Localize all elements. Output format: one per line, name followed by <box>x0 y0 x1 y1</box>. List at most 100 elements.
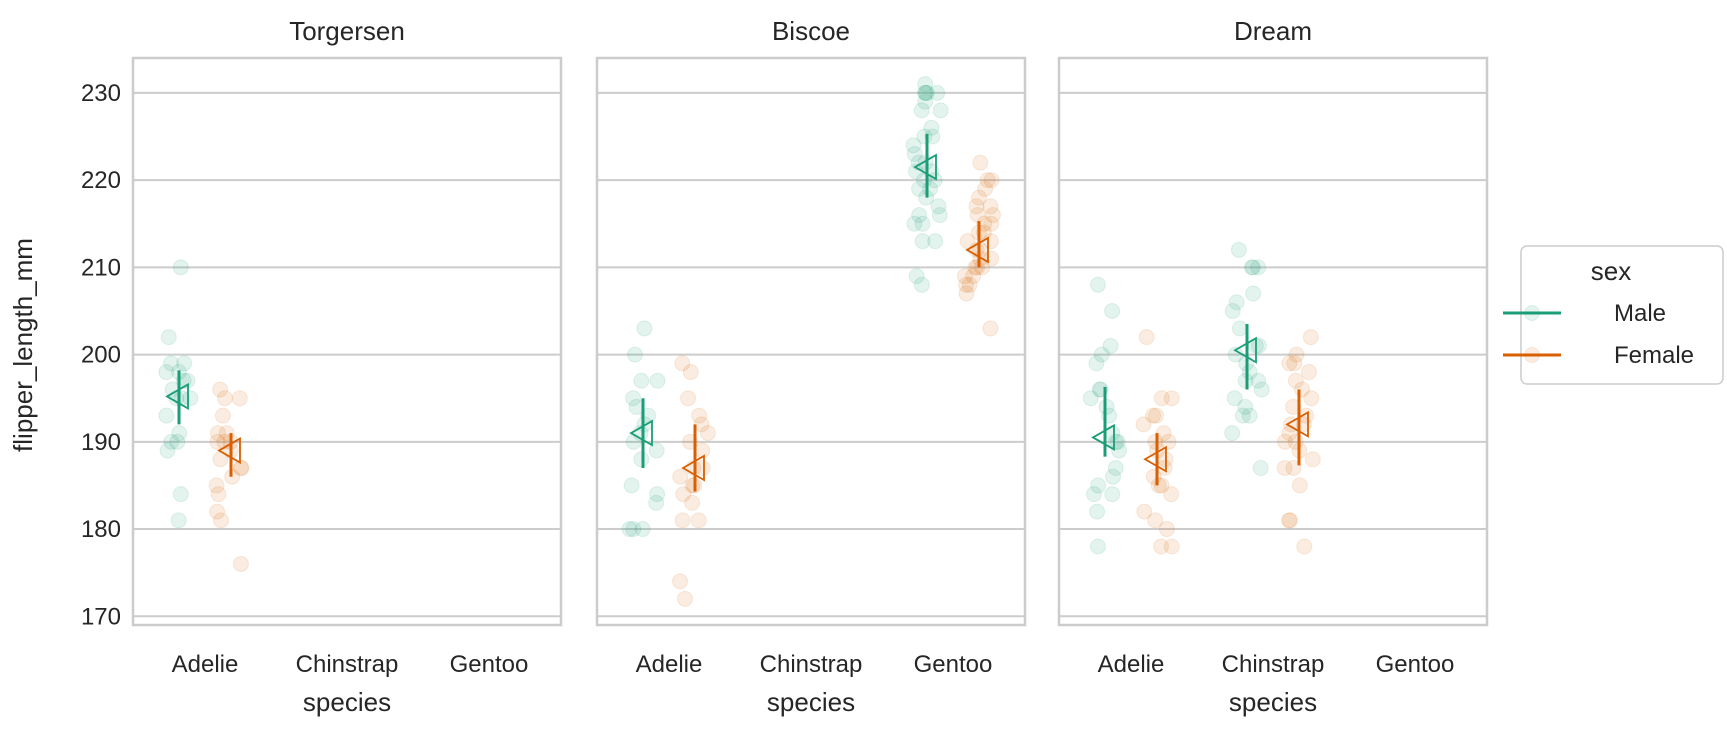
data-point <box>649 486 666 503</box>
data-point <box>1281 355 1298 372</box>
data-point <box>979 172 996 189</box>
x-tick-label: Adelie <box>636 651 703 678</box>
data-point <box>917 84 934 101</box>
data-point <box>672 468 689 485</box>
data-point <box>674 355 691 372</box>
mean-marker <box>965 236 989 264</box>
data-point <box>213 512 230 529</box>
group-male-dream-chinstrap <box>1224 241 1270 476</box>
data-point <box>626 346 643 363</box>
data-point <box>983 172 1000 189</box>
data-point <box>636 320 653 337</box>
x-tick-label: Gentoo <box>1376 651 1455 678</box>
panel-title: Torgersen <box>289 16 405 46</box>
data-point <box>159 442 176 459</box>
data-point <box>672 573 689 590</box>
data-point <box>1286 355 1303 372</box>
data-point <box>1104 468 1121 485</box>
x-axis-label: species <box>303 687 391 717</box>
data-point <box>209 425 226 442</box>
mean-marker <box>1233 336 1257 364</box>
data-point <box>917 93 934 110</box>
data-point <box>914 215 931 232</box>
x-tick-label: Gentoo <box>450 651 529 678</box>
data-point <box>1302 329 1319 346</box>
y-tick-label: 180 <box>81 516 121 543</box>
mean-marker <box>1285 410 1309 438</box>
panel-dream: Dream Adelie Chinstrap Gentoo species <box>1057 16 1489 717</box>
data-point <box>982 320 999 337</box>
data-point <box>209 503 226 520</box>
data-point <box>1296 538 1313 555</box>
x-tick-label: Adelie <box>172 651 239 678</box>
data-point <box>913 276 930 293</box>
x-tick-label: Adelie <box>1098 651 1165 678</box>
data-point <box>648 494 665 511</box>
x-tick-label: Chinstrap <box>296 651 399 678</box>
data-point <box>976 215 993 232</box>
data-point <box>911 207 928 224</box>
data-point <box>1224 302 1241 319</box>
data-point <box>1153 538 1170 555</box>
mean-marker <box>217 436 241 465</box>
legend-frame <box>1520 245 1724 385</box>
data-point <box>1230 241 1247 258</box>
data-point <box>1104 425 1121 442</box>
data-point <box>1160 433 1177 450</box>
data-point <box>1252 459 1269 476</box>
data-point <box>625 390 642 407</box>
data-point <box>690 512 707 529</box>
data-point <box>1093 346 1110 363</box>
data-point <box>1098 398 1115 415</box>
legend-label-female: Female <box>1614 342 1694 369</box>
data-point <box>633 372 650 389</box>
legend: sex Male Female <box>1503 245 1724 385</box>
y-tick-label: 190 <box>81 429 121 456</box>
x-axis-label: species <box>1229 687 1317 717</box>
y-tick-label: 230 <box>81 80 121 107</box>
data-point <box>158 364 175 381</box>
data-point <box>1091 381 1108 398</box>
data-point <box>956 268 973 285</box>
data-point <box>1250 337 1267 354</box>
data-point <box>699 425 716 442</box>
data-point <box>232 555 249 572</box>
y-tick-label: 220 <box>81 167 121 194</box>
data-point <box>1111 442 1128 459</box>
data-point <box>1277 433 1294 450</box>
group-male-biscoe-adelie <box>621 320 666 538</box>
panel-torgersen: Torgersen 170 180 190 200 210 220 230 Adelie Chin… <box>81 16 563 717</box>
data-point <box>1163 390 1180 407</box>
group-male-torgersen-adelie <box>158 259 199 529</box>
data-point <box>914 233 931 250</box>
data-point <box>1163 486 1180 503</box>
data-point <box>965 268 982 285</box>
x-tick-label: Chinstrap <box>760 651 863 678</box>
x-tick-label: Chinstrap <box>1222 651 1325 678</box>
y-axis-label: flipper_length_mm <box>8 238 38 452</box>
data-point <box>1226 390 1243 407</box>
data-point <box>977 180 994 197</box>
data-point <box>1231 320 1248 337</box>
data-point <box>1147 433 1164 450</box>
data-point <box>216 390 233 407</box>
data-point <box>1090 276 1107 293</box>
data-point <box>232 459 249 476</box>
mean-marker <box>1091 423 1115 452</box>
legend-label-male: Male <box>1614 300 1666 327</box>
group-female-dream-adelie <box>1135 329 1180 555</box>
data-point <box>231 390 248 407</box>
data-point <box>982 198 999 215</box>
mean-marker <box>913 153 937 181</box>
data-point <box>1089 538 1106 555</box>
data-point <box>972 154 989 171</box>
data-point <box>1243 259 1260 276</box>
mean-marker <box>629 419 653 447</box>
data-point <box>970 189 987 206</box>
data-point <box>917 76 934 93</box>
data-point <box>172 486 189 503</box>
data-point <box>1285 398 1302 415</box>
data-point <box>1153 390 1170 407</box>
chart-panels: Torgersen 170 180 190 200 210 220 230 Adelie Chin… <box>81 16 1489 717</box>
